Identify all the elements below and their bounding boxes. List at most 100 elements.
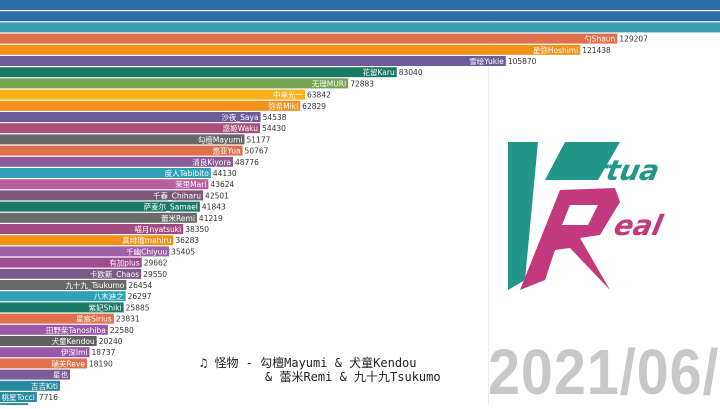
value-label: 18190 [89,359,113,368]
bar [0,380,60,391]
value-label: 29550 [143,270,167,279]
bar-label: 勾檀Mayumi [198,134,243,144]
bar [0,313,114,324]
bar [0,123,261,134]
bar-label: 八木迪之 [94,291,124,301]
bar [0,403,29,405]
bar [0,212,197,223]
bar-label: 惑姬Waku [223,123,259,133]
value-label: 105870 [508,57,537,66]
bar [0,347,90,358]
bar [0,280,127,290]
value-label: 43624 [210,180,234,189]
bar [0,302,124,313]
bar [0,33,618,44]
bar-label: 千幽Chiyuu [126,246,167,256]
bar-label: 悠亚Yua [212,146,240,156]
value-label: 42501 [205,191,229,200]
bar-label: 星宸Sirius [76,314,112,324]
bar [0,224,184,234]
bar-label: 吉吉Kiti [31,382,58,391]
bar [0,179,209,190]
value-label: 38350 [185,225,209,234]
value-label: 50767 [245,147,269,156]
bar-label: 中单光一 [273,90,303,100]
bar [0,11,720,22]
value-label: 22580 [110,326,134,335]
bar-label: 蕾米Remi [161,213,195,223]
svg-text:irtua: irtua [580,154,663,187]
bar-label: 勺Shaun [584,34,615,44]
bar-label: 有加plus [109,258,140,268]
value-label: 26454 [128,281,152,290]
bar [0,268,142,279]
bar [0,134,245,145]
bar-label: 无理MURI [312,79,346,88]
value-label: 121438 [582,46,611,55]
value-label: 35405 [171,247,195,256]
bar-label: 星也 [53,370,68,380]
gridline [488,0,489,405]
bar [0,235,174,246]
bar-label: 喵月nyatsuki [134,225,181,234]
value-label: 54430 [262,124,286,133]
value-label: 18737 [92,348,116,357]
bar-label: 田野柴Tanoshiba [46,325,106,335]
bar [0,56,506,66]
bar [0,246,170,257]
song-line-2: & 蕾米Remi & 九十九Tsukumo [265,370,441,384]
bar-label: 清良Kiyora [192,157,231,167]
bar-label: 度人Tabibito [165,168,210,178]
bar-label: 犬童Kendou [52,336,95,346]
bar [0,78,349,89]
bar [0,369,70,380]
value-label: 63842 [307,91,331,100]
bar [0,22,720,33]
value-label: 36283 [175,236,199,245]
value-label: 7716 [39,393,58,402]
value-label: 25885 [126,303,150,312]
value-label: 51177 [247,135,271,144]
song-line-1: ♫ 怪物 - 勾檀Mayumi & 犬童Kendou [200,356,417,370]
value-label: 62829 [302,102,326,111]
bar [0,100,301,111]
bar [0,156,234,167]
value-label: 54538 [263,113,287,122]
bar [0,112,261,122]
bar-label: 萨麦尔_Samael [144,202,198,212]
bar [0,201,200,212]
value-label: 72883 [350,79,374,88]
value-label: 83040 [399,68,423,77]
bar-label: 绮楼Qilou [0,403,26,405]
value-label: 41219 [199,214,223,223]
bar-label: 真绯瑠mahiru [122,235,171,245]
bar [0,89,306,100]
bar [0,358,87,369]
value-label: 26297 [128,292,152,301]
value-label: 129207 [619,35,648,44]
value-label: 41843 [202,203,226,212]
bar-label: 千春_Chiharu [153,190,201,200]
value-label: 48776 [235,158,259,167]
bar [0,324,108,335]
value-label: 44130 [213,169,237,178]
bar [0,257,142,268]
value-label: 20240 [99,337,123,346]
bar-label: 雪绘Yukie [469,56,504,66]
bar-label: 卡欧斯_Chaos [90,269,139,279]
bar [0,145,243,156]
bar-label: 茉里Mari [175,179,206,189]
bar-label: 沙夜_Saya [221,112,258,122]
bar-label: 星弥Hoshimi [533,45,578,55]
bar [0,392,37,402]
bar [0,291,126,302]
bar-label: 紫妃Shiki [89,302,122,312]
bar-label: 伊深Imi [61,347,88,357]
value-label: 29662 [144,259,168,268]
bar [0,336,97,346]
now-playing-song: ♫ 怪物 - 勾檀Mayumi & 犬童Kendou & 蕾米Remi & 九十九… [200,356,441,384]
bar-label: 九十九_Tsukumo [65,280,124,290]
date-label: 2021/06/ [488,336,720,408]
bar [0,0,720,10]
